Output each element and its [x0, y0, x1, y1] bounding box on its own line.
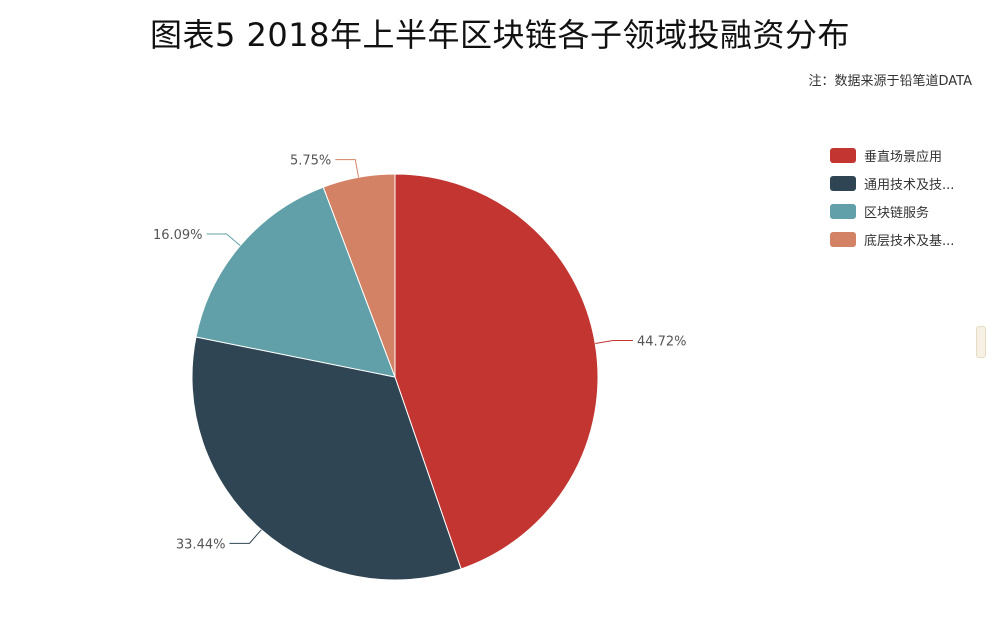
chart-title: 图表5 2018年上半年区块链各子领域投融资分布 [150, 16, 850, 54]
legend-swatch [830, 232, 856, 247]
legend: 垂直场景应用 通用技术及技... 区块链服务 底层技术及基... [830, 143, 954, 255]
leader-line-1 [229, 529, 262, 544]
legend-label: 区块链服务 [864, 206, 930, 221]
leader-line-0 [595, 340, 633, 344]
legend-label: 底层技术及基... [864, 234, 955, 249]
leader-line-2 [206, 233, 241, 246]
slice-label-0: 44.72% [637, 335, 687, 350]
side-tab[interactable] [976, 326, 986, 358]
legend-item-general-tech[interactable]: 通用技术及技... [830, 171, 954, 196]
legend-item-blockchain-services[interactable]: 区块链服务 [830, 199, 954, 224]
legend-swatch [830, 148, 856, 163]
legend-item-vertical-apps[interactable]: 垂直场景应用 [830, 143, 954, 168]
slice-label-3: 5.75% [290, 154, 331, 169]
slice-label-1: 33.44% [176, 537, 226, 552]
legend-label: 通用技术及技... [864, 178, 955, 193]
legend-swatch [830, 176, 856, 191]
legend-item-base-tech[interactable]: 底层技术及基... [830, 227, 954, 252]
pie-slice-3[interactable] [322, 173, 396, 378]
pie-slice-0[interactable] [394, 173, 599, 570]
slice-label-2: 16.09% [153, 228, 203, 243]
legend-swatch [830, 204, 856, 219]
leader-line-3 [335, 159, 360, 178]
source-note: 注：数据来源于铅笔道DATA [808, 74, 973, 89]
legend-label: 垂直场景应用 [864, 150, 943, 165]
pie-slice-2[interactable] [195, 186, 396, 378]
